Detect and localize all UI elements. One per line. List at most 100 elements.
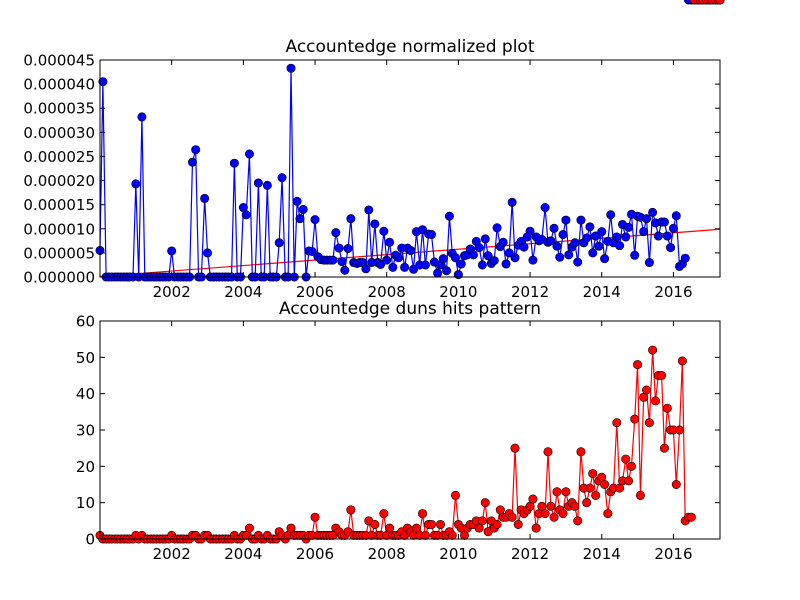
x-tick-label: 2006 (296, 283, 334, 301)
y-tick-label: 20 (76, 458, 95, 476)
data-point (671, 211, 681, 221)
y-tick-label: 0.000030 (23, 124, 95, 142)
data-point (370, 219, 380, 229)
data-point (600, 479, 610, 489)
data-point (229, 158, 239, 168)
data-point (588, 469, 598, 479)
data-point (337, 257, 347, 267)
data-point (570, 501, 580, 511)
data-point (400, 262, 410, 272)
data-point (612, 232, 622, 242)
data-point (331, 228, 341, 238)
data-point (540, 203, 550, 213)
data-point (286, 63, 296, 73)
data-point (388, 262, 398, 272)
data-point (540, 509, 550, 519)
data-point (558, 509, 568, 519)
data-point (364, 205, 374, 215)
tick-layer: 2002 2004 2006 2008 2010 2012 2014 2016 0 10 20 30 4… (76, 313, 720, 563)
data-point (653, 231, 663, 241)
plot-frame (99, 59, 721, 278)
x-tick-label: 2014 (583, 283, 621, 301)
data-point (370, 519, 380, 529)
data-point (131, 179, 141, 189)
data-point (633, 360, 643, 370)
data-point (167, 246, 177, 256)
data-point (418, 509, 428, 519)
data-point (492, 223, 502, 233)
x-tick-label: 2008 (368, 545, 406, 563)
x-tick-label: 2014 (583, 545, 621, 563)
data-point (435, 519, 445, 529)
y-tick-label: 40 (76, 385, 95, 403)
data-point (489, 256, 499, 266)
data-point (612, 418, 622, 428)
x-tick-label: 2004 (224, 283, 262, 301)
data-point (453, 270, 463, 280)
data-point (630, 414, 640, 424)
y-tick-label: 10 (76, 494, 95, 512)
x-tick-label: 2002 (153, 283, 191, 301)
data-point (137, 112, 147, 122)
x-tick-label: 2012 (511, 283, 549, 301)
data-point (603, 509, 613, 519)
data-point (191, 145, 201, 155)
data-point (468, 250, 478, 260)
data-point (591, 231, 601, 241)
data-point (274, 238, 284, 248)
data-point (639, 227, 649, 237)
x-tick-label: 2008 (368, 283, 406, 301)
data-point (513, 519, 523, 529)
data-point (295, 214, 305, 224)
data-point (552, 241, 562, 251)
data-point (668, 223, 678, 233)
data-point (582, 498, 592, 508)
data-point (477, 260, 487, 270)
data-point (543, 447, 553, 457)
y-tick-label: 60 (76, 313, 95, 331)
data-point (510, 253, 520, 263)
data-point (442, 266, 452, 276)
data-point (549, 223, 559, 233)
x-tick-label: 2010 (439, 545, 477, 563)
data-point (507, 197, 517, 207)
data-point (241, 210, 251, 220)
x-tick-label: 2004 (224, 545, 262, 563)
data-point (244, 523, 254, 533)
y-tick-label: 0 (85, 531, 95, 549)
data-point (477, 516, 487, 526)
data-point (98, 77, 108, 87)
data-point (456, 259, 466, 269)
data-point (662, 231, 672, 241)
data-point (546, 501, 556, 511)
data-point (648, 207, 658, 217)
data-point (200, 193, 210, 203)
y-tick-label: 0.000045 (23, 52, 95, 70)
data-point (630, 250, 640, 260)
data-point (409, 264, 419, 274)
y-tick-label: 0.000000 (23, 269, 95, 287)
chart-title: Accountedge duns hits pattern (279, 299, 541, 319)
data-point (552, 487, 562, 497)
data-point (642, 214, 652, 224)
data-point (277, 173, 287, 183)
data-point (394, 253, 404, 263)
data-point (576, 215, 586, 225)
data-point (328, 255, 338, 265)
x-tick-label: 2002 (153, 545, 191, 563)
data-point (662, 403, 672, 413)
data-point (624, 222, 634, 232)
data-point (549, 512, 559, 522)
data-point (626, 461, 636, 471)
data-point (420, 260, 430, 270)
data-point (334, 243, 344, 253)
data-point (501, 259, 511, 269)
data-point (561, 487, 571, 497)
data-point (483, 251, 493, 261)
y-tick-label: 0.000025 (23, 148, 95, 166)
y-tick-label: 0.000010 (23, 220, 95, 238)
x-tick-label: 2016 (654, 283, 692, 301)
data-point (346, 505, 356, 515)
data-point (635, 490, 645, 500)
data-point (480, 234, 490, 244)
